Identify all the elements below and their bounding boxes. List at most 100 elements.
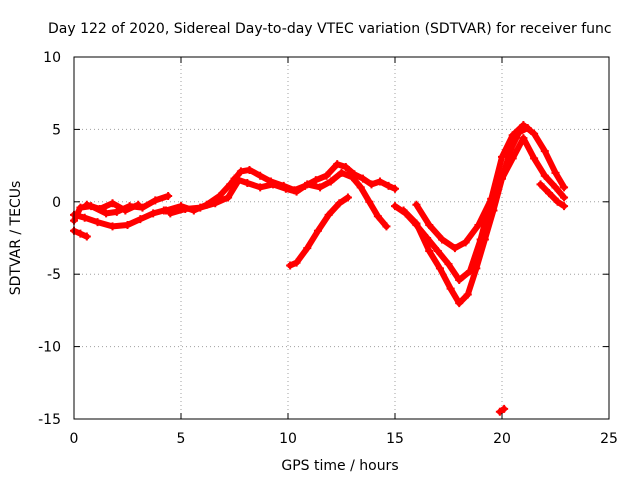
data-point — [337, 168, 346, 177]
series-layer — [70, 121, 569, 416]
y-tick-labels: -15 -10 -5 0 5 10 — [38, 50, 61, 428]
data-point — [472, 264, 481, 273]
data-point — [181, 205, 190, 214]
data-point — [553, 197, 562, 206]
data-point — [365, 197, 374, 206]
data-point — [303, 244, 312, 253]
data-point — [455, 299, 464, 308]
data-point — [506, 145, 515, 154]
x-axis-title: GPS time / hours — [281, 458, 398, 474]
data-point — [444, 260, 453, 269]
data-point — [373, 212, 382, 221]
y-tick-label: -15 — [38, 412, 61, 428]
data-point — [530, 154, 539, 163]
data-point — [269, 180, 278, 189]
data-point — [560, 183, 569, 192]
series-track-h — [286, 193, 352, 270]
data-point — [425, 220, 434, 229]
data-point — [112, 207, 121, 216]
data-point — [455, 275, 464, 284]
data-point — [523, 123, 532, 132]
data-point — [560, 193, 569, 202]
data-point — [102, 209, 111, 218]
x-tick-label: 5 — [177, 431, 186, 447]
series-track-j — [399, 123, 532, 308]
data-point — [322, 171, 331, 180]
y-tick-label: 5 — [52, 122, 61, 138]
data-point — [256, 171, 265, 180]
data-point — [108, 199, 117, 208]
chart-title: Day 122 of 2020, Sidereal Day-to-day VTE… — [48, 21, 612, 37]
data-point — [508, 154, 517, 163]
data-point — [134, 200, 143, 209]
data-point — [316, 183, 325, 192]
data-point — [162, 206, 171, 215]
data-point — [530, 129, 539, 138]
data-point — [540, 171, 549, 180]
data-point — [313, 226, 322, 235]
x-tick-label: 15 — [386, 431, 404, 447]
data-point — [384, 181, 393, 190]
data-point — [164, 192, 173, 201]
y-tick-label: -5 — [47, 267, 61, 283]
series-track-g — [230, 168, 391, 231]
data-point — [433, 247, 442, 256]
data-point — [412, 200, 421, 209]
series-track-c — [70, 226, 91, 241]
x-tick-label: 20 — [493, 431, 511, 447]
data-point — [463, 290, 472, 299]
data-point — [138, 203, 147, 212]
x-tick-labels: 0 5 10 15 20 25 — [70, 431, 618, 447]
data-point — [425, 247, 434, 256]
data-point — [367, 180, 376, 189]
data-point — [224, 193, 233, 202]
data-point — [236, 167, 245, 176]
data-point — [536, 180, 545, 189]
x-tick-label: 10 — [279, 431, 297, 447]
data-point — [82, 232, 91, 241]
series-band — [400, 125, 531, 307]
data-point — [348, 173, 357, 182]
data-point — [391, 202, 399, 211]
data-point — [435, 264, 444, 273]
data-point — [326, 177, 335, 186]
x-tick-label: 25 — [600, 431, 618, 447]
data-point — [108, 222, 117, 231]
data-point — [286, 261, 295, 270]
series-track-f — [166, 176, 243, 218]
data-point — [166, 209, 175, 218]
grid — [74, 57, 609, 419]
data-point — [292, 258, 301, 267]
data-point — [196, 203, 205, 212]
series-band — [413, 135, 568, 252]
data-point — [560, 202, 569, 211]
y-tick-label: 0 — [52, 195, 61, 211]
data-point — [376, 177, 385, 186]
data-point — [356, 183, 365, 192]
data-point — [292, 187, 301, 196]
data-point — [335, 199, 344, 208]
plot-frame — [73, 56, 610, 420]
data-point — [333, 160, 342, 169]
data-point — [358, 174, 367, 183]
data-point — [489, 206, 498, 215]
series-track-d — [82, 199, 143, 215]
data-point — [540, 147, 549, 156]
data-point — [341, 163, 350, 172]
data-point — [123, 220, 132, 229]
data-point — [76, 229, 85, 238]
data-point — [412, 219, 421, 228]
data-point — [211, 199, 220, 208]
data-point — [256, 183, 265, 192]
data-point — [245, 165, 254, 174]
data-point — [480, 235, 489, 244]
data-point — [281, 184, 290, 193]
y-tick-label: 10 — [43, 50, 61, 66]
data-point — [498, 174, 506, 183]
data-point — [80, 213, 89, 222]
data-point — [121, 206, 130, 215]
data-point — [382, 222, 391, 231]
series-track-l — [536, 180, 569, 211]
data-point — [391, 184, 399, 193]
data-point — [93, 218, 102, 227]
